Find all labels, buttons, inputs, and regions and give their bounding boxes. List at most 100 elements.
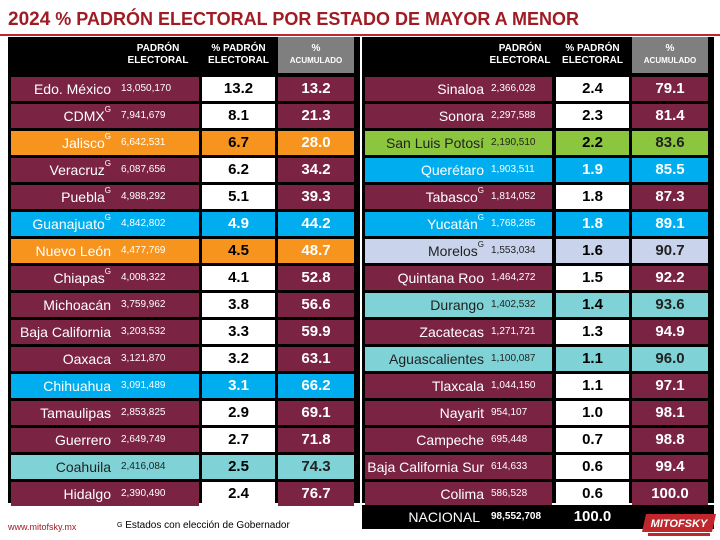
footer-note: G Estados con elección de Gobernador xyxy=(117,520,290,532)
acc-value: 13.2 xyxy=(278,77,354,101)
padron-value: 4,988,292 xyxy=(117,185,199,209)
table-row: CDMXG 7,941,679 8.1 21.3 xyxy=(8,104,360,128)
governor-mark: G xyxy=(477,213,484,222)
padron-value: 2,649,749 xyxy=(117,428,199,452)
acc-value: 56.6 xyxy=(278,293,354,317)
pct-value: 1.5 xyxy=(556,266,629,290)
governor-mark: G xyxy=(104,132,111,141)
table-left: PADRÓN ELECTORAL % PADRÓN ELECTORAL % ACUMU… xyxy=(8,37,360,506)
pct-value: 2.4 xyxy=(202,482,275,506)
state-name: JaliscoG xyxy=(11,131,117,155)
padron-value: 1,903,511 xyxy=(488,158,552,182)
state-name-text: Querétaro xyxy=(420,162,484,178)
acc-value: 98.1 xyxy=(632,401,708,425)
state-name-text: Hidalgo xyxy=(63,486,111,502)
pct-value: 8.1 xyxy=(202,104,275,128)
acc-value: 89.1 xyxy=(632,212,708,236)
state-name: Sonora xyxy=(365,104,488,128)
state-name-text: Chiapas xyxy=(53,270,105,286)
table-row: Michoacán 3,759,962 3.8 56.6 xyxy=(8,293,360,317)
footer-note-mark: G xyxy=(117,522,123,529)
padron-value: 1,271,721 xyxy=(488,320,552,344)
state-name-text: Edo. México xyxy=(33,81,111,97)
state-name: Baja California Sur xyxy=(365,455,488,479)
governor-mark: G xyxy=(104,213,111,222)
padron-value: 1,402,532 xyxy=(488,293,552,317)
table-row: Hidalgo 2,390,490 2.4 76.7 xyxy=(8,482,360,506)
acc-value: 52.8 xyxy=(278,266,354,290)
pct-value: 4.1 xyxy=(202,266,275,290)
governor-mark: G xyxy=(104,159,111,168)
table-row: Querétaro 1,903,511 1.9 85.5 xyxy=(362,158,714,182)
state-name: Edo. México xyxy=(11,77,117,101)
table-row: Coahuila 2,416,084 2.5 74.3 xyxy=(8,455,360,479)
acc-value: 83.6 xyxy=(632,131,708,155)
padron-value: 1,044,150 xyxy=(488,374,552,398)
state-name-text: Guanajuato xyxy=(32,216,105,232)
footer-note-text: Estados con elección de Gobernador xyxy=(125,520,290,531)
pct-value: 3.1 xyxy=(202,374,275,398)
acc-value: 79.1 xyxy=(632,77,708,101)
padron-value: 1,553,034 xyxy=(488,239,552,263)
pct-value: 1.9 xyxy=(556,158,629,182)
acc-value: 98.8 xyxy=(632,428,708,452)
acc-value: 85.5 xyxy=(632,158,708,182)
header-acc-right-line2: ACUMULADO xyxy=(643,56,697,65)
table-row: Aguascalientes 1,100,087 1.1 96.0 xyxy=(362,347,714,371)
table-row: Nuevo León 4,477,769 4.5 48.7 xyxy=(8,239,360,263)
state-name: Sinaloa xyxy=(365,77,488,101)
table-row: Baja California Sur 614,633 0.6 99.4 xyxy=(362,455,714,479)
state-name: Oaxaca xyxy=(11,347,117,371)
governor-mark: G xyxy=(104,105,111,114)
state-name: San Luis Potosí xyxy=(365,131,488,155)
state-name-text: Campeche xyxy=(416,432,484,448)
padron-value: 1,464,272 xyxy=(488,266,552,290)
table-row: YucatánG 1,768,285 1.8 89.1 xyxy=(362,212,714,236)
acc-value: 44.2 xyxy=(278,212,354,236)
state-name: Tamaulipas xyxy=(11,401,117,425)
state-name: Tlaxcala xyxy=(365,374,488,398)
state-name: Aguascalientes xyxy=(365,347,488,371)
national-pct: 100.0 xyxy=(573,508,612,525)
pct-value: 6.7 xyxy=(202,131,275,155)
state-name: MorelosG xyxy=(365,239,488,263)
padron-value: 954,107 xyxy=(488,401,552,425)
padron-value: 13,050,170 xyxy=(117,77,199,101)
state-name: Quintana Roo xyxy=(365,266,488,290)
acc-value: 76.7 xyxy=(278,482,354,506)
governor-mark: G xyxy=(477,186,484,195)
header-pct-right: % PADRÓN ELECTORAL xyxy=(556,37,629,73)
table-row: Tamaulipas 2,853,825 2.9 69.1 xyxy=(8,401,360,425)
footer-url[interactable]: www.mitofsky.mx xyxy=(8,522,77,532)
table-row: Chihuahua 3,091,489 3.1 66.2 xyxy=(8,374,360,398)
table-row: Colima 586,528 0.6 100.0 xyxy=(362,482,714,506)
header-pct-line1: % PADRÓN xyxy=(211,43,266,54)
state-name-text: CDMX xyxy=(63,108,105,124)
header-padron-right: PADRÓN ELECTORAL xyxy=(488,37,552,73)
national-padron: 98,552,708 xyxy=(491,511,542,522)
pct-value: 3.2 xyxy=(202,347,275,371)
state-name: ChiapasG xyxy=(11,266,117,290)
acc-value: 87.3 xyxy=(632,185,708,209)
logo-underline xyxy=(648,533,710,536)
pct-value: 3.3 xyxy=(202,320,275,344)
state-name-text: Veracruz xyxy=(49,162,105,178)
state-name: Nayarit xyxy=(365,401,488,425)
table-row: JaliscoG 6,642,531 6.7 28.0 xyxy=(8,131,360,155)
state-name: Colima xyxy=(365,482,488,506)
acc-value: 71.8 xyxy=(278,428,354,452)
state-name: Michoacán xyxy=(11,293,117,317)
acc-value: 81.4 xyxy=(632,104,708,128)
acc-value: 90.7 xyxy=(632,239,708,263)
table-row: Campeche 695,448 0.7 98.8 xyxy=(362,428,714,452)
acc-value: 48.7 xyxy=(278,239,354,263)
acc-value: 63.1 xyxy=(278,347,354,371)
padron-value: 6,087,656 xyxy=(117,158,199,182)
acc-value: 69.1 xyxy=(278,401,354,425)
state-name-text: Oaxaca xyxy=(62,351,111,367)
table-right: PADRÓN ELECTORAL % PADRÓN ELECTORAL % ACUMU… xyxy=(362,37,714,506)
title-text: % PADRÓN ELECTORAL POR ESTADO DE MAYOR A… xyxy=(55,9,580,29)
table-row: Nayarit 954,107 1.0 98.1 xyxy=(362,401,714,425)
header-pct-right-line2: ELECTORAL xyxy=(562,55,623,66)
